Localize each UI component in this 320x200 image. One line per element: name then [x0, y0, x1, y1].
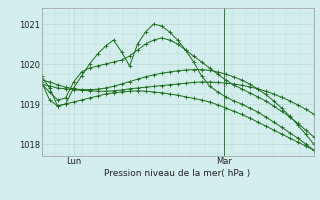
X-axis label: Pression niveau de la mer( hPa ): Pression niveau de la mer( hPa ): [104, 169, 251, 178]
